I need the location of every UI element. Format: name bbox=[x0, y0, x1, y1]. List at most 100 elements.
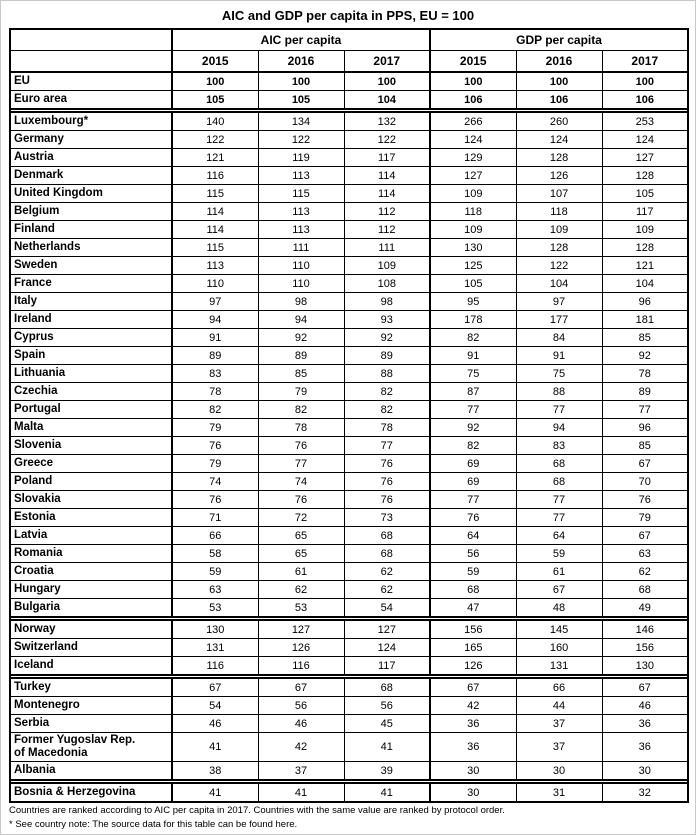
aic-value-cell: 42 bbox=[257, 731, 345, 763]
aic-value-cell: 105 bbox=[257, 90, 345, 110]
country-name-cell: Bulgaria bbox=[9, 598, 173, 618]
table-row: Luxembourg* 140 134 132 266 260 253 bbox=[9, 111, 689, 131]
gdp-value-cell: 76 bbox=[601, 490, 689, 509]
aic-value-cell: 76 bbox=[257, 436, 345, 455]
country-name-cell: Iceland bbox=[9, 656, 173, 676]
aic-value-cell: 79 bbox=[171, 454, 259, 473]
gdp-value-cell: 69 bbox=[429, 454, 517, 473]
table-row: France 110 110 108 105 104 104 bbox=[9, 274, 689, 293]
gdp-value-cell: 128 bbox=[601, 238, 689, 257]
gdp-value-cell: 92 bbox=[429, 418, 517, 437]
table-row: Malta 79 78 78 92 94 96 bbox=[9, 418, 689, 437]
aic-value-cell: 85 bbox=[257, 364, 345, 383]
gdp-value-cell: 124 bbox=[515, 130, 603, 149]
aic-value-cell: 131 bbox=[171, 638, 259, 657]
gdp-value-cell: 130 bbox=[601, 656, 689, 676]
gdp-value-cell: 78 bbox=[601, 364, 689, 383]
gdp-value-cell: 128 bbox=[515, 148, 603, 167]
gdp-value-cell: 181 bbox=[601, 310, 689, 329]
gdp-value-cell: 75 bbox=[429, 364, 517, 383]
aic-value-cell: 100 bbox=[257, 71, 345, 91]
aic-value-cell: 88 bbox=[343, 364, 432, 383]
aic-value-cell: 92 bbox=[343, 328, 432, 347]
group-separator-band bbox=[8, 108, 690, 113]
gdp-value-cell: 129 bbox=[429, 148, 517, 167]
table-row: Finland 114 113 112 109 109 109 bbox=[9, 220, 689, 239]
gdp-value-cell: 118 bbox=[429, 202, 517, 221]
aic-value-cell: 76 bbox=[343, 472, 432, 491]
aic-year-2016: 2016 bbox=[257, 50, 345, 73]
table-row: Poland 74 74 76 69 68 70 bbox=[9, 472, 689, 491]
aic-value-cell: 77 bbox=[343, 436, 432, 455]
aic-value-cell: 78 bbox=[257, 418, 345, 437]
table-row: Belgium 114 113 112 118 118 117 bbox=[9, 202, 689, 221]
country-name-cell: Euro area bbox=[9, 90, 173, 110]
gdp-value-cell: 92 bbox=[601, 346, 689, 365]
footnote-country-note-clipped: * See country note: The source data for … bbox=[9, 819, 298, 831]
aic-value-cell: 41 bbox=[343, 782, 432, 803]
gdp-value-cell: 165 bbox=[429, 638, 517, 657]
gdp-value-cell: 96 bbox=[601, 292, 689, 311]
gdp-value-cell: 37 bbox=[515, 714, 603, 733]
aic-value-cell: 56 bbox=[343, 696, 432, 715]
aic-value-cell: 78 bbox=[343, 418, 432, 437]
aic-value-cell: 115 bbox=[171, 184, 259, 203]
aic-value-cell: 71 bbox=[171, 508, 259, 527]
gdp-value-cell: 95 bbox=[429, 292, 517, 311]
gdp-value-cell: 109 bbox=[601, 220, 689, 239]
country-name-cell: EU bbox=[9, 71, 173, 91]
aic-value-cell: 126 bbox=[257, 638, 345, 657]
gdp-value-cell: 87 bbox=[429, 382, 517, 401]
table-body: EU 100 100 100 100 100 100 Euro area 105 105 104 10… bbox=[8, 71, 690, 803]
year-header-row: 2015 2016 2017 2015 2016 2017 bbox=[9, 50, 689, 73]
aic-value-cell: 91 bbox=[171, 328, 259, 347]
table-row: Turkey 67 67 68 67 66 67 bbox=[9, 677, 689, 697]
country-name-cell: Belgium bbox=[9, 202, 173, 221]
aic-value-cell: 108 bbox=[343, 274, 432, 293]
aic-value-cell: 82 bbox=[343, 400, 432, 419]
gdp-value-cell: 36 bbox=[601, 714, 689, 733]
table-row: Euro area 105 105 104 106 106 106 bbox=[9, 90, 689, 110]
gdp-value-cell: 100 bbox=[515, 71, 603, 91]
table-row: Romania 58 65 68 56 59 63 bbox=[9, 544, 689, 563]
aic-value-cell: 92 bbox=[257, 328, 345, 347]
aic-value-cell: 127 bbox=[343, 619, 432, 639]
gdp-value-cell: 30 bbox=[429, 761, 517, 781]
group-separator bbox=[8, 108, 690, 113]
corner-cell bbox=[9, 28, 173, 51]
gdp-value-cell: 61 bbox=[515, 562, 603, 581]
aic-value-cell: 68 bbox=[343, 544, 432, 563]
gdp-value-cell: 77 bbox=[429, 400, 517, 419]
gdp-value-cell: 77 bbox=[515, 508, 603, 527]
aic-value-cell: 76 bbox=[343, 454, 432, 473]
gdp-year-2017: 2017 bbox=[601, 50, 689, 73]
gdp-value-cell: 49 bbox=[601, 598, 689, 618]
gdp-value-cell: 122 bbox=[515, 256, 603, 275]
gdp-value-cell: 131 bbox=[515, 656, 603, 676]
aic-value-cell: 111 bbox=[343, 238, 432, 257]
gdp-value-cell: 127 bbox=[601, 148, 689, 167]
gdp-value-cell: 42 bbox=[429, 696, 517, 715]
aic-value-cell: 97 bbox=[171, 292, 259, 311]
aic-value-cell: 62 bbox=[343, 562, 432, 581]
country-name-cell: United Kingdom bbox=[9, 184, 173, 203]
aic-value-cell: 117 bbox=[343, 656, 432, 676]
aic-value-cell: 98 bbox=[343, 292, 432, 311]
aic-value-cell: 83 bbox=[171, 364, 259, 383]
table-row: Albania 38 37 39 30 30 30 bbox=[9, 761, 689, 781]
country-name-cell: Cyprus bbox=[9, 328, 173, 347]
aic-value-cell: 140 bbox=[171, 111, 259, 131]
table-row: Slovenia 76 76 77 82 83 85 bbox=[9, 436, 689, 455]
gdp-value-cell: 64 bbox=[515, 526, 603, 545]
gdp-value-cell: 100 bbox=[601, 71, 689, 91]
aic-value-cell: 112 bbox=[343, 220, 432, 239]
country-name-cell: Denmark bbox=[9, 166, 173, 185]
aic-value-cell: 65 bbox=[257, 526, 345, 545]
gdp-value-cell: 67 bbox=[601, 677, 689, 697]
aic-value-cell: 100 bbox=[171, 71, 259, 91]
aic-value-cell: 68 bbox=[343, 526, 432, 545]
gdp-value-cell: 124 bbox=[429, 130, 517, 149]
aic-value-cell: 110 bbox=[257, 274, 345, 293]
table-row: Slovakia 76 76 76 77 77 76 bbox=[9, 490, 689, 509]
